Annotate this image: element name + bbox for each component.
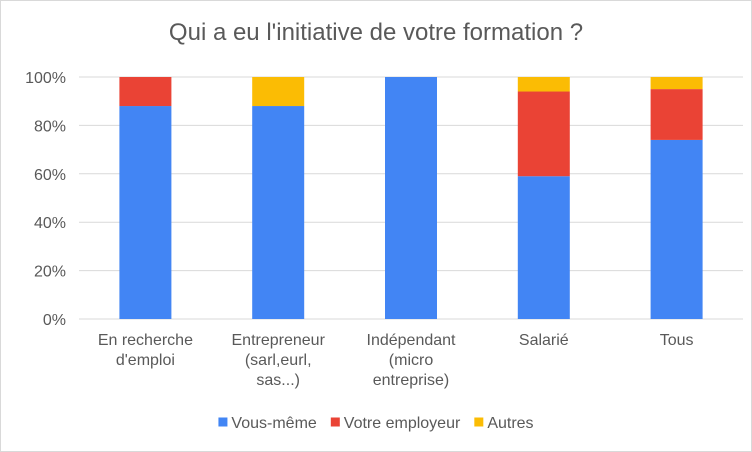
bar-segment (517, 176, 570, 319)
bar-segment (385, 77, 437, 319)
bar-segment (650, 89, 703, 140)
bar-segment (517, 77, 570, 92)
legend-label: Votre employeur (344, 415, 461, 432)
bar-segment (119, 106, 172, 319)
x-tick-label: Tous (660, 332, 694, 349)
legend-label: Vous-même (231, 415, 316, 432)
legend-swatch (218, 417, 228, 427)
x-tick-label: (sarl,eurl, (245, 352, 312, 369)
y-tick-label: 20% (34, 264, 66, 281)
legend: Vous-même Votre employeur Autres (218, 415, 534, 432)
x-tick-label: En recherche (98, 332, 193, 349)
bar-segment (252, 106, 305, 319)
x-tick-label: entreprise) (373, 372, 449, 389)
y-tick-label: 80% (34, 118, 66, 135)
y-tick-label: 0% (43, 312, 66, 329)
x-tick-label: d'emploi (116, 352, 175, 369)
y-tick-label: 40% (34, 215, 66, 232)
legend-label: Autres (487, 415, 533, 432)
chart-title: Qui a eu l'initiative de votre formation… (168, 19, 584, 46)
y-tick-label: 100% (25, 70, 66, 87)
x-tick-label: Salarié (519, 332, 569, 349)
bar-segment (119, 77, 172, 107)
bar-segment (650, 139, 703, 319)
bar-segment (650, 77, 703, 90)
bars (119, 77, 703, 319)
x-axis-category-labels: En recherche d'emploi Entrepreneur (sarl,eu… (98, 332, 694, 389)
legend-swatch (474, 417, 484, 427)
x-tick-label: (micro (389, 352, 434, 369)
x-tick-label: Indépendant (367, 332, 457, 349)
y-axis-tick-labels: 0% 20% 40% 60% 80% 100% (25, 70, 66, 329)
bar-segment (252, 77, 305, 107)
legend-swatch (330, 417, 340, 427)
x-tick-label: Entrepreneur (232, 332, 326, 349)
bar-segment (517, 91, 570, 177)
y-tick-label: 60% (34, 167, 66, 184)
x-tick-label: sas...) (256, 372, 300, 389)
